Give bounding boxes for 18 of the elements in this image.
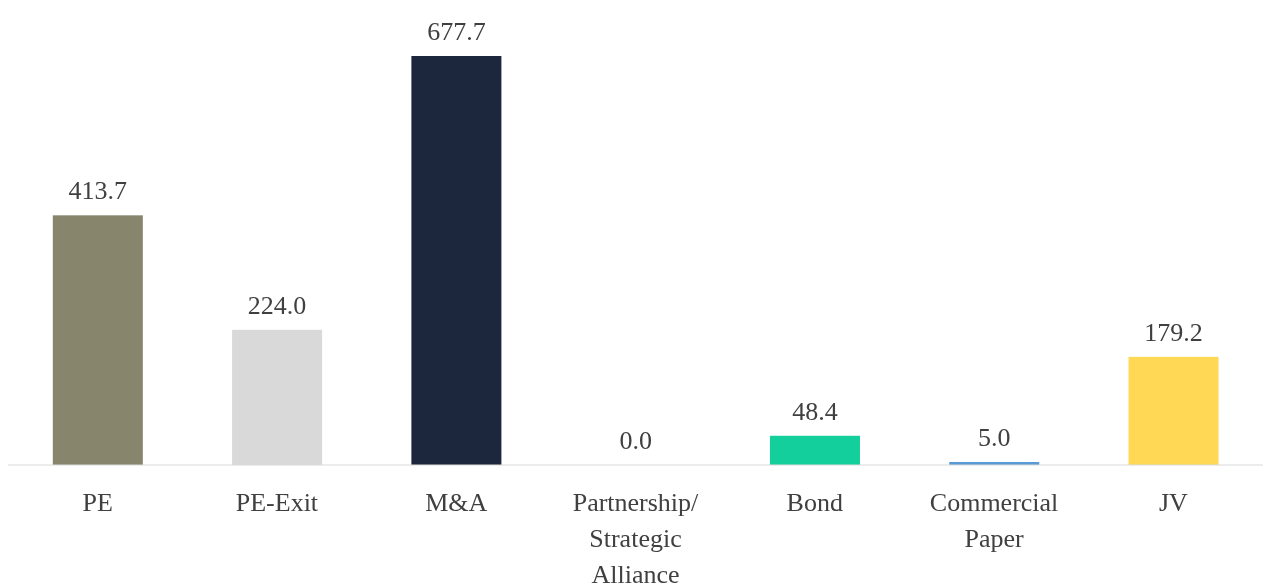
x-tick-label: M&A <box>425 488 488 517</box>
x-tick-label: JV <box>1158 488 1189 517</box>
data-label: 0.0 <box>619 426 652 455</box>
x-tick-label: PE-Exit <box>235 488 319 517</box>
x-tick-label: Bond <box>786 488 843 517</box>
data-label: 5.0 <box>978 422 1011 452</box>
bar <box>52 215 143 465</box>
x-tick-label: PE <box>82 488 113 517</box>
x-tick-label: Commercial Paper <box>929 488 1059 553</box>
bar <box>411 56 502 465</box>
bar <box>1128 356 1219 465</box>
data-label: 224.0 <box>247 290 307 320</box>
x-tick-label: Partnership/ Strategic Alliance <box>572 488 700 587</box>
data-label: 179.2 <box>1144 317 1203 347</box>
data-label: 48.4 <box>792 396 838 426</box>
data-label: 413.7 <box>68 176 128 206</box>
bar <box>769 435 860 465</box>
data-label: 677.7 <box>427 17 486 46</box>
